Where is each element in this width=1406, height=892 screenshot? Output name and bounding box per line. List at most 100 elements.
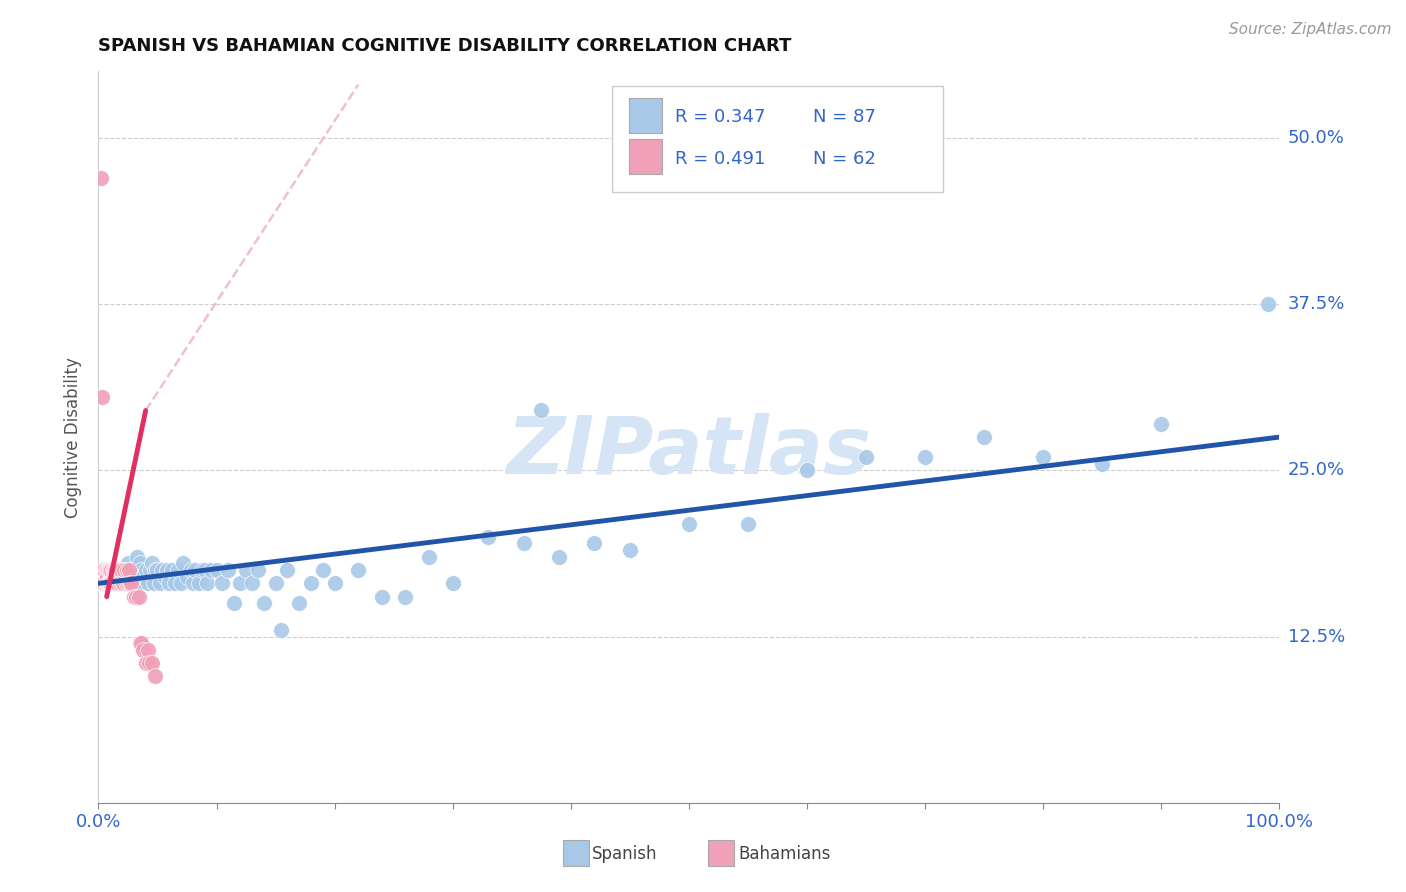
Point — [180, 563, 202, 577]
Point — [477, 530, 499, 544]
Text: N = 87: N = 87 — [813, 109, 876, 127]
Point — [108, 563, 131, 577]
Point — [138, 656, 160, 670]
Text: 50.0%: 50.0% — [1288, 128, 1344, 147]
Point — [796, 463, 818, 477]
Point — [112, 563, 135, 577]
Point — [160, 563, 183, 577]
Point — [1257, 297, 1279, 311]
Point — [98, 576, 121, 591]
Text: SPANISH VS BAHAMIAN COGNITIVE DISABILITY CORRELATION CHART: SPANISH VS BAHAMIAN COGNITIVE DISABILITY… — [98, 37, 792, 54]
Point — [122, 590, 145, 604]
Point — [132, 643, 155, 657]
Point — [117, 576, 139, 591]
Point — [205, 563, 228, 577]
Point — [90, 170, 112, 185]
Point — [139, 563, 162, 577]
Point — [101, 576, 124, 591]
Point — [124, 563, 146, 577]
Text: R = 0.491: R = 0.491 — [675, 150, 765, 168]
Point — [104, 576, 127, 591]
FancyBboxPatch shape — [612, 86, 943, 192]
Point — [97, 576, 120, 591]
Point — [530, 403, 553, 417]
Point — [101, 563, 124, 577]
Point — [1032, 450, 1054, 464]
Point — [111, 576, 134, 591]
Point — [121, 576, 143, 591]
Point — [153, 570, 176, 584]
Text: R = 0.347: R = 0.347 — [675, 109, 765, 127]
Point — [105, 576, 128, 591]
Text: Spanish: Spanish — [592, 845, 658, 863]
Point — [91, 390, 114, 404]
Point — [98, 563, 121, 577]
Point — [253, 596, 276, 610]
Point — [108, 576, 131, 591]
Point — [136, 576, 159, 591]
Point — [108, 576, 131, 591]
Point — [200, 563, 222, 577]
Point — [115, 563, 138, 577]
Point — [229, 576, 252, 591]
Point — [240, 576, 263, 591]
Point — [94, 576, 117, 591]
Point — [235, 563, 257, 577]
Point — [195, 576, 218, 591]
Point — [128, 557, 150, 571]
Point — [120, 576, 142, 591]
Point — [129, 563, 152, 577]
Point — [184, 563, 207, 577]
Point — [98, 576, 121, 591]
Text: N = 62: N = 62 — [813, 150, 876, 168]
Point — [512, 536, 534, 550]
Point — [112, 576, 135, 591]
Point — [96, 563, 118, 577]
Point — [737, 516, 759, 531]
Point — [394, 590, 416, 604]
Point — [149, 576, 172, 591]
Point — [97, 563, 120, 577]
Point — [93, 576, 115, 591]
Text: Source: ZipAtlas.com: Source: ZipAtlas.com — [1229, 22, 1392, 37]
Point — [97, 576, 120, 591]
Point — [103, 563, 125, 577]
Point — [100, 576, 122, 591]
FancyBboxPatch shape — [628, 139, 662, 175]
Point — [98, 570, 121, 584]
FancyBboxPatch shape — [707, 840, 734, 866]
Point — [678, 516, 700, 531]
Point — [91, 576, 114, 591]
Point — [128, 590, 150, 604]
Point — [96, 570, 118, 584]
Point — [270, 623, 292, 637]
Point — [128, 636, 150, 650]
Text: 12.5%: 12.5% — [1288, 628, 1346, 646]
Point — [1091, 457, 1114, 471]
Text: 37.5%: 37.5% — [1288, 295, 1346, 313]
Point — [118, 563, 141, 577]
Point — [91, 563, 114, 577]
Point — [211, 576, 233, 591]
Point — [96, 576, 118, 591]
Point — [132, 570, 155, 584]
Point — [299, 576, 322, 591]
Point — [122, 570, 145, 584]
Point — [105, 576, 128, 591]
Point — [117, 576, 139, 591]
Point — [94, 563, 117, 577]
Point — [117, 557, 139, 571]
Point — [91, 576, 114, 591]
FancyBboxPatch shape — [562, 840, 589, 866]
Text: 25.0%: 25.0% — [1288, 461, 1346, 479]
Point — [98, 576, 121, 591]
Point — [96, 576, 118, 591]
Point — [441, 576, 464, 591]
FancyBboxPatch shape — [628, 98, 662, 133]
Point — [103, 576, 125, 591]
Point — [172, 557, 194, 571]
Point — [143, 669, 166, 683]
Point — [91, 576, 114, 591]
Point — [165, 576, 187, 591]
Point — [93, 563, 115, 577]
